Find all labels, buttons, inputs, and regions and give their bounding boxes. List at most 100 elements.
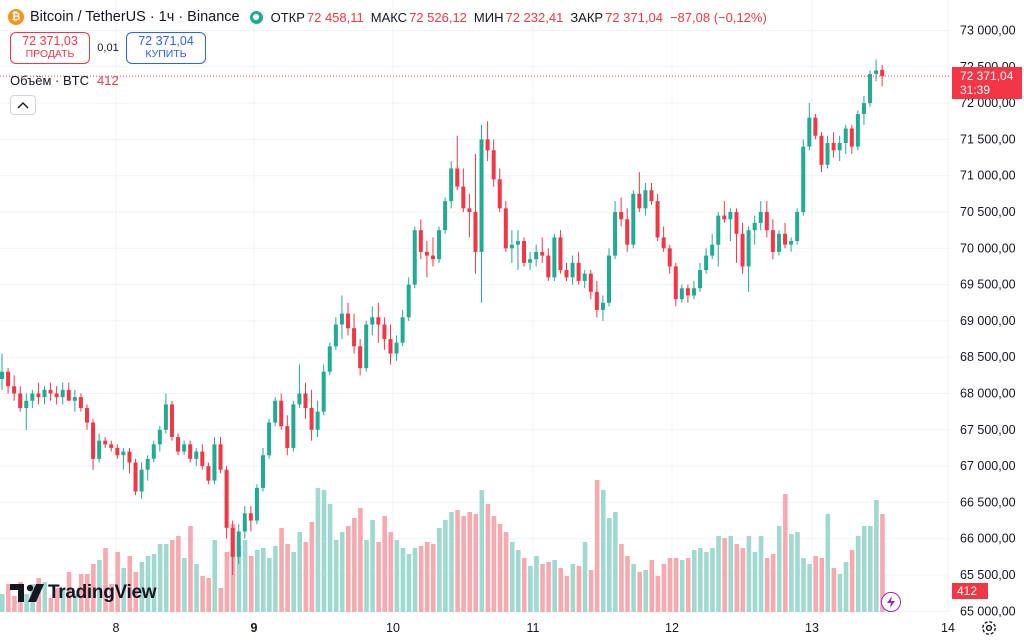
volume-bar [449,512,454,612]
volume-bar [564,576,570,612]
candle-body [145,458,150,470]
candle-body [230,527,235,557]
volume-bar [139,562,145,612]
volume-bar [382,516,388,612]
candle-body [151,444,156,459]
candle-body [825,143,830,165]
candle-body [254,487,259,521]
candle-body [813,117,818,136]
volume-bar [849,550,855,612]
volume-bar [443,520,448,612]
sell-price: 72 371,03 [22,34,78,49]
volume-bar [127,556,133,612]
candle-body [843,128,848,144]
volume-bar [722,538,727,612]
volume-bar [352,518,357,612]
volume-bar [212,540,218,612]
candle-body [534,251,539,260]
volume-bar [194,564,199,612]
collapse-legend-button[interactable] [10,95,36,115]
volume-bar [746,536,752,612]
time-tick-label: 13 [805,621,819,635]
candle-body [588,273,593,292]
volume-bar [315,488,321,612]
candle-body [582,273,587,281]
candle-body [78,397,83,409]
candle-body [783,233,788,245]
candle-body [200,451,205,467]
volume-bar [376,542,381,612]
sell-button[interactable]: 72 371,03 ПРОДАТЬ [10,32,90,64]
candle-body [400,317,405,343]
volume-bar [758,536,764,612]
candle-body [855,113,860,147]
candle-body [667,248,672,267]
low-value: 72 232,41 [505,9,564,25]
volume-bar [303,542,309,612]
candle-body [479,139,484,252]
candle-body [212,444,217,481]
candle-body [352,328,357,347]
time-axis[interactable]: 8 9 10 11 12 13 14 [113,621,955,635]
volume-bar [455,510,460,612]
volume-bar [819,558,825,612]
candle-body [649,190,654,202]
candle-body [60,389,65,398]
candle-body [679,288,684,300]
candle-body [206,466,211,481]
candle-body [139,469,144,492]
candle-body [267,422,272,456]
chevron-up-icon [17,102,29,109]
volume-bar [24,594,29,612]
candle-body [485,139,490,151]
trade-panel: 72 371,03 ПРОДАТЬ 0,01 72 371,04 КУПИТЬ [10,32,206,64]
buy-button[interactable]: 72 371,04 КУПИТЬ [126,32,206,64]
candle-body [831,143,836,151]
candle-body [382,324,387,340]
candle-body [764,212,769,231]
candle-body [776,233,781,252]
lightning-icon[interactable] [881,592,901,612]
candle-body [558,237,563,271]
tradingview-logo[interactable]: TradingView [10,582,157,604]
volume-bar [48,598,54,612]
candle-body [564,270,569,278]
volume-bar [825,514,831,612]
candle-body [631,193,636,245]
gear-icon[interactable] [980,619,998,637]
volume-bar [103,548,108,612]
time-tick-label: 10 [386,621,400,635]
volume-legend[interactable]: Объём · BTC 412 [10,73,119,88]
volume-bar [874,500,879,612]
volume-bar [740,548,746,612]
volume-bar [783,494,788,612]
price-tick-label: 67 500,00 [960,423,1016,437]
candle-body [327,346,332,372]
candle-body [552,237,557,278]
price-tick-label: 65 000,00 [960,604,1016,618]
candle-body [770,230,775,252]
volume-bar [631,564,636,612]
price-tick-label: 69 500,00 [960,278,1016,292]
symbol-title[interactable]: Bitcoin / TetherUS · 1ч · Binance [30,9,240,25]
candle-body [509,244,514,249]
volume-bar [169,540,175,612]
volume-bar [673,558,679,612]
volume-bar [552,560,557,612]
volume-bar [327,504,333,612]
volume-bar [576,566,582,612]
candle-body [685,288,690,296]
volume-bar [625,556,630,612]
volume-legend-label: Объём · BTC [10,73,89,88]
volume-bar [807,564,812,612]
volume-bar [412,548,418,612]
candle-body [248,513,253,521]
volume-bar [333,540,339,612]
volume-bars [0,480,885,612]
tradingview-logo-icon [10,584,44,602]
candle-body [218,444,223,470]
sell-label: ПРОДАТЬ [25,48,75,61]
candle-body [874,70,879,75]
